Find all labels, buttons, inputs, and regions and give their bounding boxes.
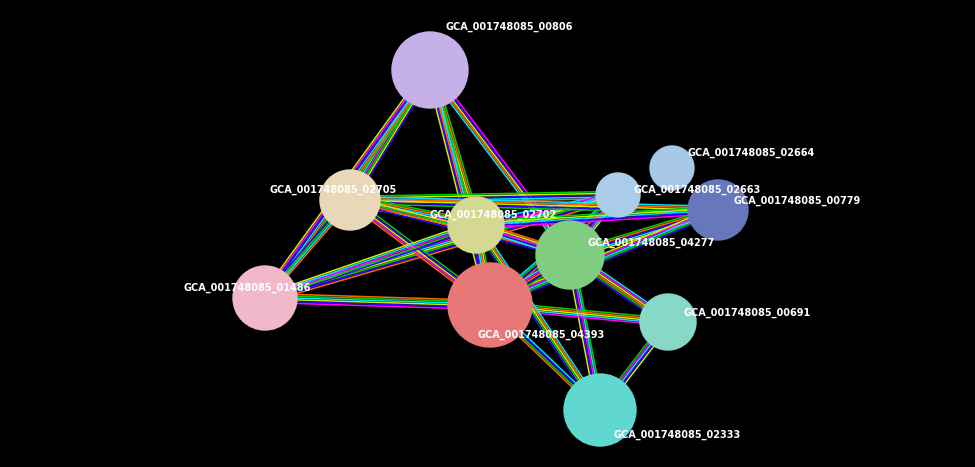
Text: GCA_001748085_04277: GCA_001748085_04277 xyxy=(588,238,716,248)
Text: GCA_001748085_00806: GCA_001748085_00806 xyxy=(445,22,572,32)
Text: GCA_001748085_00691: GCA_001748085_00691 xyxy=(684,308,811,318)
Text: GCA_001748085_02702: GCA_001748085_02702 xyxy=(430,210,558,220)
Circle shape xyxy=(448,263,532,347)
Text: GCA_001748085_00779: GCA_001748085_00779 xyxy=(734,196,861,206)
Circle shape xyxy=(596,173,640,217)
Circle shape xyxy=(564,374,636,446)
Circle shape xyxy=(448,197,504,253)
Circle shape xyxy=(650,146,694,190)
Circle shape xyxy=(233,266,297,330)
Circle shape xyxy=(392,32,468,108)
Circle shape xyxy=(640,294,696,350)
Circle shape xyxy=(688,180,748,240)
Circle shape xyxy=(320,170,380,230)
Text: GCA_001748085_02664: GCA_001748085_02664 xyxy=(688,148,815,158)
Circle shape xyxy=(536,221,604,289)
Text: GCA_001748085_02663: GCA_001748085_02663 xyxy=(634,185,761,195)
Text: GCA_001748085_01486: GCA_001748085_01486 xyxy=(183,283,310,293)
Text: GCA_001748085_04393: GCA_001748085_04393 xyxy=(478,330,605,340)
Text: GCA_001748085_02333: GCA_001748085_02333 xyxy=(614,430,741,440)
Text: GCA_001748085_02705: GCA_001748085_02705 xyxy=(270,185,397,195)
